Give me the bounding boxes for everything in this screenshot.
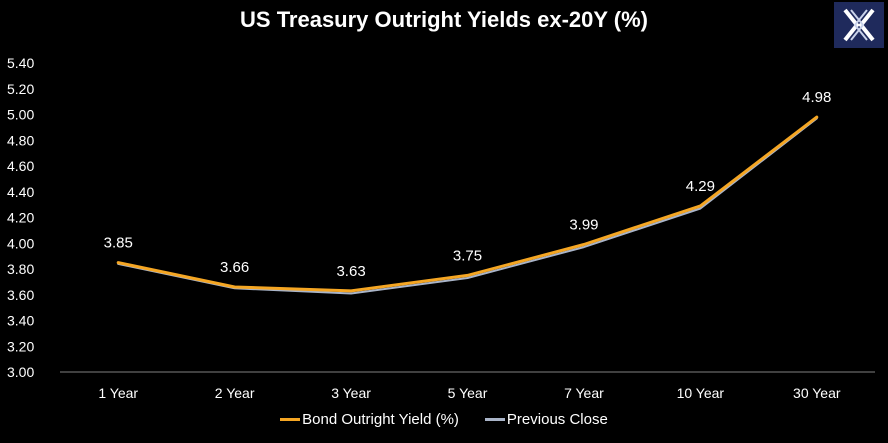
y-tick-label: 4.60 xyxy=(7,158,34,174)
x-tick-label: 3 Year xyxy=(331,385,371,401)
legend-label-previous: Previous Close xyxy=(506,411,608,428)
legend-label-primary: Bond Outright Yield (%) xyxy=(302,411,459,428)
y-tick-label: 3.80 xyxy=(7,261,34,277)
y-tick-label: 4.80 xyxy=(7,132,34,148)
chart-legend: Bond Outright Yield (%) Previous Close xyxy=(0,411,888,428)
legend-item-previous: Previous Close xyxy=(484,411,608,428)
y-tick-label: 3.20 xyxy=(7,338,34,354)
x-tick-label: 7 Year xyxy=(564,385,604,401)
y-tick-label: 3.60 xyxy=(7,287,34,303)
series-line-primary xyxy=(116,115,819,293)
x-tick-label: 5 Year xyxy=(448,385,488,401)
data-label: 4.29 xyxy=(686,178,715,195)
data-label: 3.63 xyxy=(336,263,365,280)
x-tick-label: 1 Year xyxy=(98,385,138,401)
y-tick-label: 5.20 xyxy=(7,81,34,97)
y-tick-label: 3.40 xyxy=(7,313,34,329)
legend-swatch-primary xyxy=(280,418,301,421)
legend-item-primary: Bond Outright Yield (%) xyxy=(280,411,459,428)
legend-swatch-previous xyxy=(484,418,505,421)
data-label: 4.98 xyxy=(802,89,831,106)
x-tick-label: 10 Year xyxy=(677,385,725,401)
y-tick-label: 4.40 xyxy=(7,184,34,200)
data-label: 3.85 xyxy=(104,235,133,252)
y-tick-label: 4.00 xyxy=(7,235,34,251)
x-tick-label: 30 Year xyxy=(793,385,841,401)
y-tick-label: 4.20 xyxy=(7,210,34,226)
x-tick-label: 2 Year xyxy=(215,385,255,401)
y-tick-label: 5.40 xyxy=(7,55,34,71)
y-tick-label: 5.00 xyxy=(7,107,34,123)
x-logo-icon xyxy=(834,2,884,48)
data-label: 3.75 xyxy=(453,247,482,264)
data-label: 3.99 xyxy=(569,217,598,234)
data-label: 3.66 xyxy=(220,259,249,276)
y-tick-label: 3.00 xyxy=(7,364,34,380)
chart-title: US Treasury Outright Yields ex-20Y (%) xyxy=(240,7,648,32)
